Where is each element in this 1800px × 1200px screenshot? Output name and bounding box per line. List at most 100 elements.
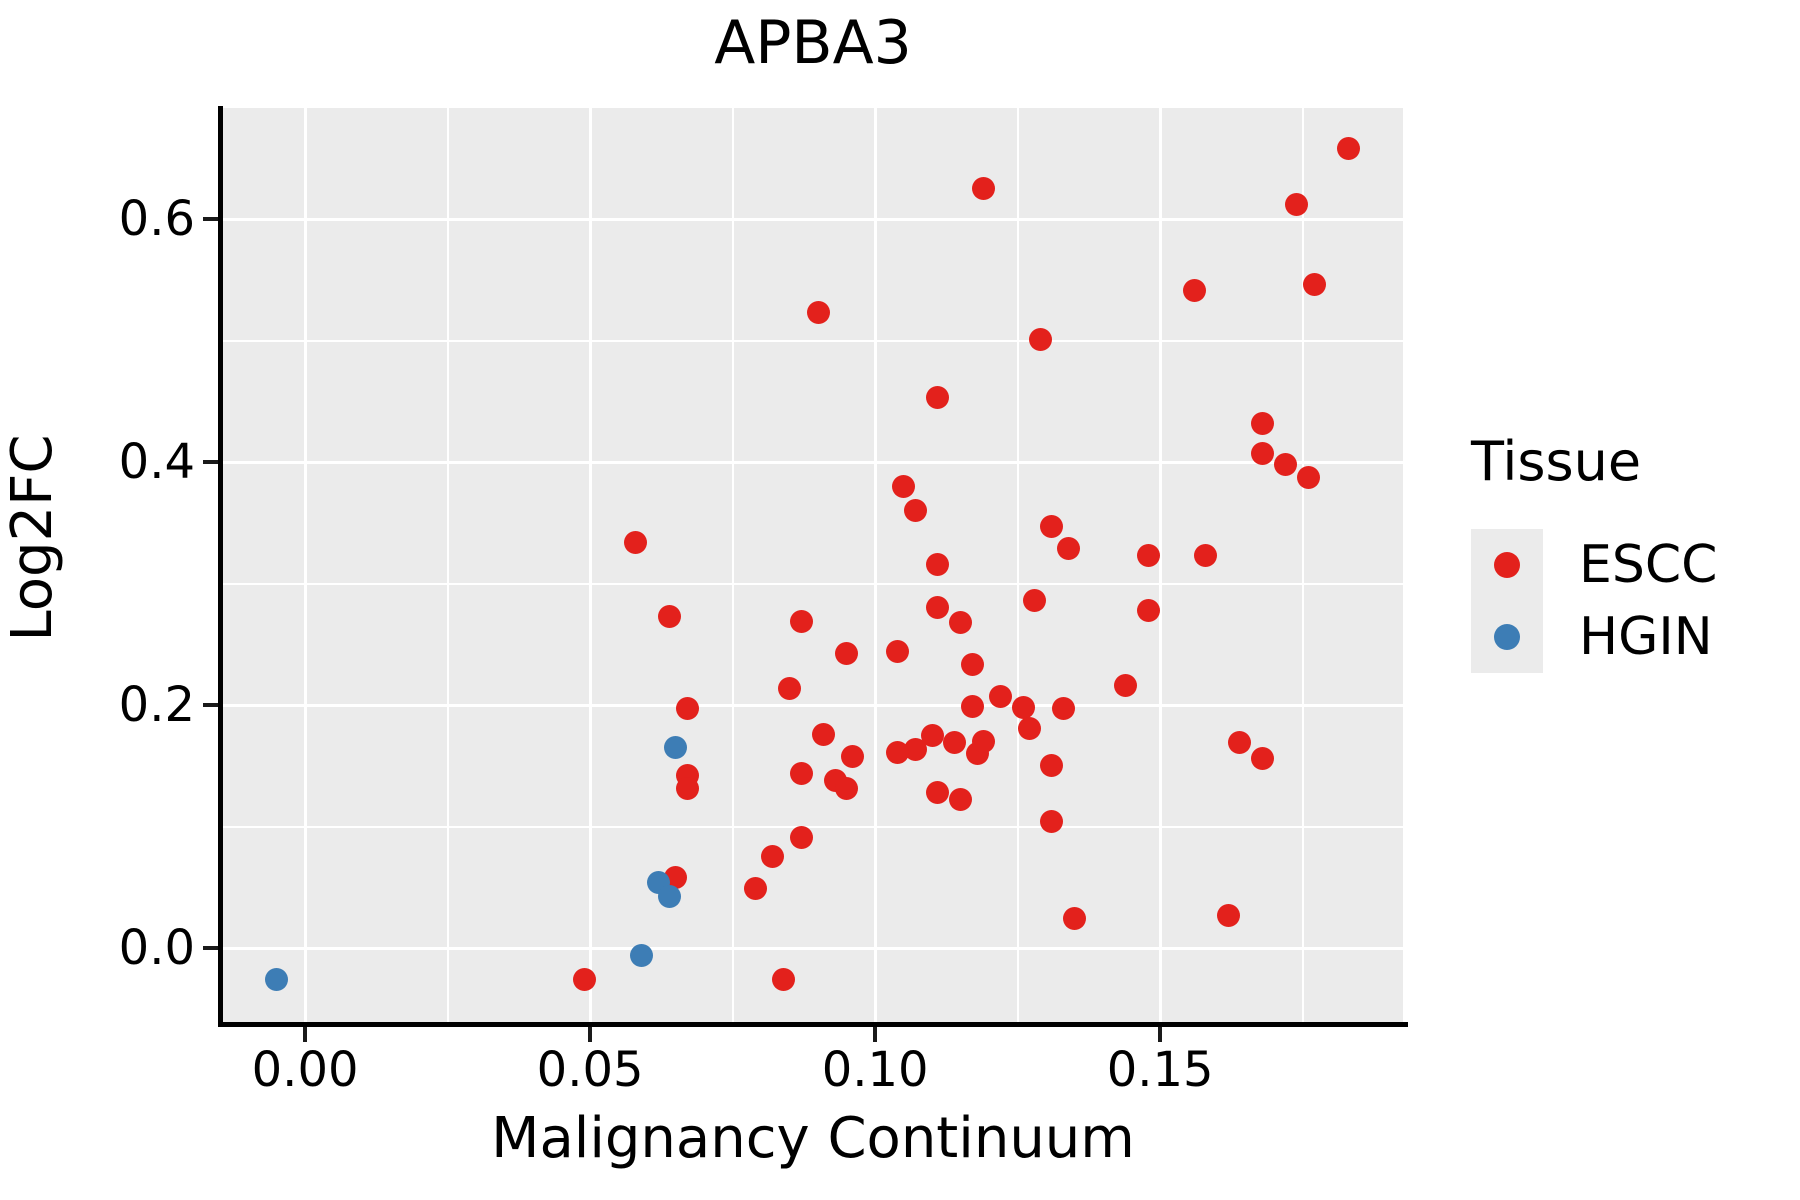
data-point-escc[interactable]: [903, 738, 927, 762]
data-point-escc[interactable]: [886, 640, 910, 664]
data-point-escc[interactable]: [812, 722, 836, 746]
data-point-escc[interactable]: [572, 968, 596, 992]
legend: Tissue ESCC HGIN: [1471, 430, 1717, 673]
data-point-escc[interactable]: [1251, 746, 1275, 770]
data-point-escc[interactable]: [675, 777, 699, 801]
data-point-escc[interactable]: [1336, 137, 1360, 161]
data-point-escc[interactable]: [903, 499, 927, 523]
data-point-escc[interactable]: [1023, 589, 1047, 613]
x-tick-mark: [303, 1027, 308, 1042]
x-tick-mark: [873, 1027, 878, 1042]
data-point-escc[interactable]: [1302, 273, 1326, 297]
x-tick-label: 0.00: [251, 1042, 359, 1098]
data-point-escc[interactable]: [1137, 544, 1161, 568]
data-point-hgin[interactable]: [265, 968, 289, 992]
data-point-escc[interactable]: [1040, 810, 1064, 834]
data-point-escc[interactable]: [960, 694, 984, 718]
x-major-gridline: [303, 108, 307, 1022]
legend-title: Tissue: [1471, 430, 1642, 493]
data-point-escc[interactable]: [1182, 279, 1206, 303]
data-point-escc[interactable]: [840, 744, 864, 768]
x-tick-label: 0.05: [536, 1042, 644, 1098]
hgin-dot-icon: [1494, 624, 1520, 650]
data-point-escc[interactable]: [1274, 452, 1298, 476]
y-tick-label: 0.2: [118, 677, 195, 734]
data-point-escc[interactable]: [1040, 514, 1064, 538]
data-point-escc[interactable]: [1137, 598, 1161, 622]
y-minor-gridline: [223, 582, 1403, 585]
data-point-escc[interactable]: [835, 777, 859, 801]
y-tick-mark: [203, 460, 218, 465]
data-point-escc[interactable]: [789, 825, 813, 849]
data-point-escc[interactable]: [926, 780, 950, 804]
data-point-escc[interactable]: [1017, 716, 1041, 740]
data-point-escc[interactable]: [1057, 536, 1081, 560]
legend-keys: ESCC HGIN: [1471, 529, 1717, 673]
y-major-gridline: [223, 946, 1403, 950]
data-point-escc[interactable]: [960, 653, 984, 677]
data-point-escc[interactable]: [1114, 674, 1138, 698]
data-point-escc[interactable]: [926, 596, 950, 620]
y-major-gridline: [223, 703, 1403, 707]
x-minor-gridline: [1301, 108, 1304, 1022]
y-axis-line: [218, 106, 223, 1027]
data-point-escc[interactable]: [778, 676, 802, 700]
data-point-escc[interactable]: [1051, 697, 1075, 721]
x-minor-gridline: [1016, 108, 1019, 1022]
x-tick-label: 0.15: [1106, 1042, 1214, 1098]
legend-item-escc[interactable]: ESCC: [1471, 529, 1717, 601]
x-major-gridline: [873, 108, 877, 1022]
data-point-escc[interactable]: [886, 740, 910, 764]
y-tick-mark: [203, 217, 218, 222]
data-point-escc[interactable]: [1028, 327, 1052, 351]
data-point-escc[interactable]: [761, 845, 785, 869]
x-axis-line: [218, 1022, 1408, 1027]
y-tick-label: 0.6: [118, 191, 195, 248]
data-point-escc[interactable]: [989, 685, 1013, 709]
legend-label-hgin: HGIN: [1579, 607, 1713, 667]
legend-item-hgin[interactable]: HGIN: [1471, 601, 1717, 673]
y-axis-title: Log2FC: [0, 434, 65, 642]
data-point-escc[interactable]: [1040, 754, 1064, 778]
data-point-escc[interactable]: [1285, 192, 1309, 216]
data-point-escc[interactable]: [949, 610, 973, 634]
data-point-escc[interactable]: [624, 530, 648, 554]
y-major-gridline: [223, 217, 1403, 221]
data-point-escc[interactable]: [772, 968, 796, 992]
data-point-escc[interactable]: [920, 723, 944, 747]
data-point-hgin[interactable]: [658, 885, 682, 909]
data-point-escc[interactable]: [675, 697, 699, 721]
data-point-escc[interactable]: [835, 642, 859, 666]
data-point-escc[interactable]: [971, 177, 995, 201]
data-point-escc[interactable]: [1296, 466, 1320, 490]
data-point-escc[interactable]: [1063, 907, 1087, 931]
data-point-escc[interactable]: [926, 552, 950, 576]
data-point-escc[interactable]: [806, 301, 830, 325]
y-tick-mark: [203, 946, 218, 950]
data-point-escc[interactable]: [1194, 544, 1218, 568]
data-point-escc[interactable]: [949, 788, 973, 812]
data-point-escc[interactable]: [789, 761, 813, 785]
data-point-escc[interactable]: [1251, 411, 1275, 435]
data-point-escc[interactable]: [892, 474, 916, 498]
data-point-hgin[interactable]: [629, 943, 653, 967]
data-point-hgin[interactable]: [664, 736, 688, 760]
data-point-escc[interactable]: [1228, 731, 1252, 755]
y-tick-label: 0.0: [118, 920, 195, 976]
data-point-escc[interactable]: [1251, 442, 1275, 466]
x-major-gridline: [588, 108, 592, 1022]
data-point-escc[interactable]: [658, 604, 682, 628]
data-point-escc[interactable]: [789, 609, 813, 633]
x-minor-gridline: [731, 108, 734, 1022]
plot-panel: [223, 108, 1403, 1022]
data-point-escc[interactable]: [943, 731, 967, 755]
data-point-escc[interactable]: [1217, 903, 1241, 927]
data-point-escc[interactable]: [1011, 695, 1035, 719]
data-point-escc[interactable]: [971, 729, 995, 753]
data-point-escc[interactable]: [743, 876, 767, 900]
data-point-escc[interactable]: [926, 386, 950, 410]
legend-key-box: [1471, 601, 1543, 673]
x-minor-gridline: [446, 108, 449, 1022]
x-tick-mark: [1158, 1027, 1163, 1042]
